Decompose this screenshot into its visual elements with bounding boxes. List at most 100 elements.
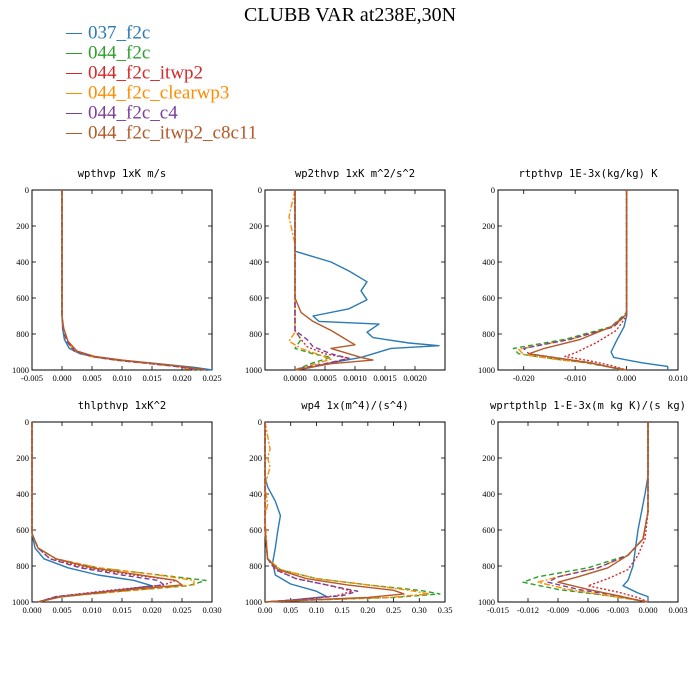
y-tick-label: 800 <box>16 329 29 339</box>
y-tick-label: 600 <box>16 525 29 535</box>
series-line-044-f2c-itwp2-c8c11 <box>528 190 628 371</box>
series-line-044-f2c-clearwp3 <box>288 189 332 371</box>
x-tick-label: 0.25 <box>386 605 401 615</box>
series-line-044-f2c-itwp2-c8c11 <box>294 190 374 371</box>
x-tick-label: 0.000 <box>52 373 71 383</box>
series-line-037-f2c <box>622 422 649 602</box>
plot-title: wprtpthlp 1-E-3x(m kg K)/(s kg) <box>490 400 686 412</box>
x-tick-label: 0.010 <box>668 373 687 383</box>
plot-panel-1: wpthvp 1xK m/s 0 200 400 600 800 1000-0.005 0.0… <box>12 168 222 383</box>
legend-swatch <box>66 32 82 34</box>
legend-label: 037_f2c <box>88 22 151 44</box>
series-line-044-f2c-itwp2-c8c11 <box>61 190 207 371</box>
series-line-037-f2c <box>294 190 440 371</box>
x-tick-label: -0.015 <box>487 605 509 615</box>
series-line-037-f2c <box>264 422 328 603</box>
y-tick-label: 200 <box>16 221 29 231</box>
y-tick-label: 1000 <box>478 365 495 375</box>
x-tick-label: 0.020 <box>142 605 161 615</box>
y-tick-label: 1000 <box>12 597 29 607</box>
x-tick-label: 0.025 <box>202 373 221 383</box>
x-tick-label: -0.009 <box>547 605 569 615</box>
legend-swatch <box>66 132 82 134</box>
x-tick-label: 0.005 <box>82 373 101 383</box>
y-tick-label: 400 <box>16 489 29 499</box>
x-tick-label: 0.000 <box>617 373 636 383</box>
x-tick-label: 0.030 <box>202 605 221 615</box>
legend-item-044-f2c-c4: 044_f2c_c4 <box>66 103 257 123</box>
series-line-044-f2c <box>294 190 332 371</box>
legend: 037_f2c 044_f2c 044_f2c_itwp2 044_f2c_cl… <box>66 23 257 143</box>
legend-swatch <box>66 92 82 94</box>
y-tick-label: 200 <box>482 453 495 463</box>
legend-swatch <box>66 52 82 54</box>
plot-panel-3: rtpthvp 1E-3x(kg/kg) K 0 200 400 600 800 1000 -… <box>478 168 688 383</box>
y-tick-label: 0 <box>25 185 29 195</box>
y-tick-label: 600 <box>249 293 262 303</box>
series-line-044-f2c-itwp2 <box>564 190 628 371</box>
x-tick-label: 0.0000 <box>283 373 306 383</box>
series-line-044-f2c-clearwp3 <box>537 422 649 603</box>
legend-label: 044_f2c_itwp2_c8c11 <box>88 122 258 144</box>
x-tick-label: 0.00 <box>258 605 273 615</box>
series-line-044-f2c-itwp2 <box>587 422 649 603</box>
x-tick-label: -0.005 <box>21 373 43 383</box>
plot-frame <box>497 421 679 603</box>
y-tick-label: 200 <box>249 453 262 463</box>
legend-item-044-f2c: 044_f2c <box>66 43 257 63</box>
plot-title: wp2thvp 1xK m^2/s^2 <box>295 168 415 180</box>
y-tick-label: 600 <box>482 293 495 303</box>
x-tick-label: 0.30 <box>412 605 427 615</box>
legend-label: 044_f2c_itwp2 <box>88 62 204 84</box>
y-tick-label: 200 <box>16 453 29 463</box>
series-line-044-f2c-itwp2-c8c11 <box>31 422 183 603</box>
series-line-044-f2c-clearwp3 <box>31 422 195 603</box>
x-tick-label: 0.003 <box>668 605 687 615</box>
y-tick-label: 0 <box>491 417 495 427</box>
y-tick-label: 400 <box>482 257 495 267</box>
series-line-044-f2c-c4 <box>31 422 165 603</box>
x-tick-label: 0.0010 <box>343 373 366 383</box>
x-tick-label: 0.20 <box>360 605 375 615</box>
y-tick-label: 400 <box>249 489 262 499</box>
series-line-044-f2c-clearwp3 <box>517 190 628 371</box>
legend-label: 044_f2c <box>88 42 151 64</box>
legend-item-037-f2c: 037_f2c <box>66 23 257 43</box>
y-tick-label: 400 <box>16 257 29 267</box>
y-tick-label: 800 <box>482 329 495 339</box>
series-line-044-f2c-itwp2 <box>264 422 354 603</box>
series-line-044-f2c <box>31 422 207 603</box>
plot-frame <box>264 421 446 603</box>
series-line-044-f2c <box>264 422 441 603</box>
figure-title: CLUBB VAR at238E,30N <box>243 4 457 26</box>
y-tick-label: 0 <box>258 417 262 427</box>
y-tick-label: 0 <box>25 417 29 427</box>
y-tick-label: 1000 <box>245 597 262 607</box>
x-tick-label: -0.020 <box>513 373 535 383</box>
plot-panel-6: wprtpthlp 1-E-3x(m kg K)/(s kg) 0 200 400 60… <box>478 400 688 615</box>
y-tick-label: 200 <box>249 221 262 231</box>
y-tick-label: 800 <box>482 561 495 571</box>
plot-frame <box>497 189 679 371</box>
y-tick-label: 800 <box>16 561 29 571</box>
x-tick-label: 0.15 <box>335 605 350 615</box>
y-tick-label: 0 <box>491 185 495 195</box>
y-tick-label: 400 <box>249 257 262 267</box>
plot-frame <box>31 189 213 371</box>
x-tick-label: 0.015 <box>142 373 161 383</box>
legend-item-044-f2c-itwp2-c8c11: 044_f2c_itwp2_c8c11 <box>66 123 257 143</box>
y-tick-label: 1000 <box>12 365 29 375</box>
y-tick-label: 600 <box>482 525 495 535</box>
series-line-044-f2c-clearwp3 <box>264 421 431 603</box>
series-line-044-f2c <box>61 190 201 371</box>
series-line-037-f2c <box>610 190 669 370</box>
plot-title: wp4 1x(m^4)/(s^4) <box>301 400 408 412</box>
series-line-044-f2c-itwp2 <box>294 190 350 371</box>
plot-panel-2: wp2thvp 1xK m^2/s^2 0 200 400 600 800 1000 0.00… <box>245 168 446 383</box>
legend-swatch <box>66 112 82 114</box>
x-tick-label: -0.012 <box>517 605 539 615</box>
x-tick-label: 0.0015 <box>373 373 396 383</box>
